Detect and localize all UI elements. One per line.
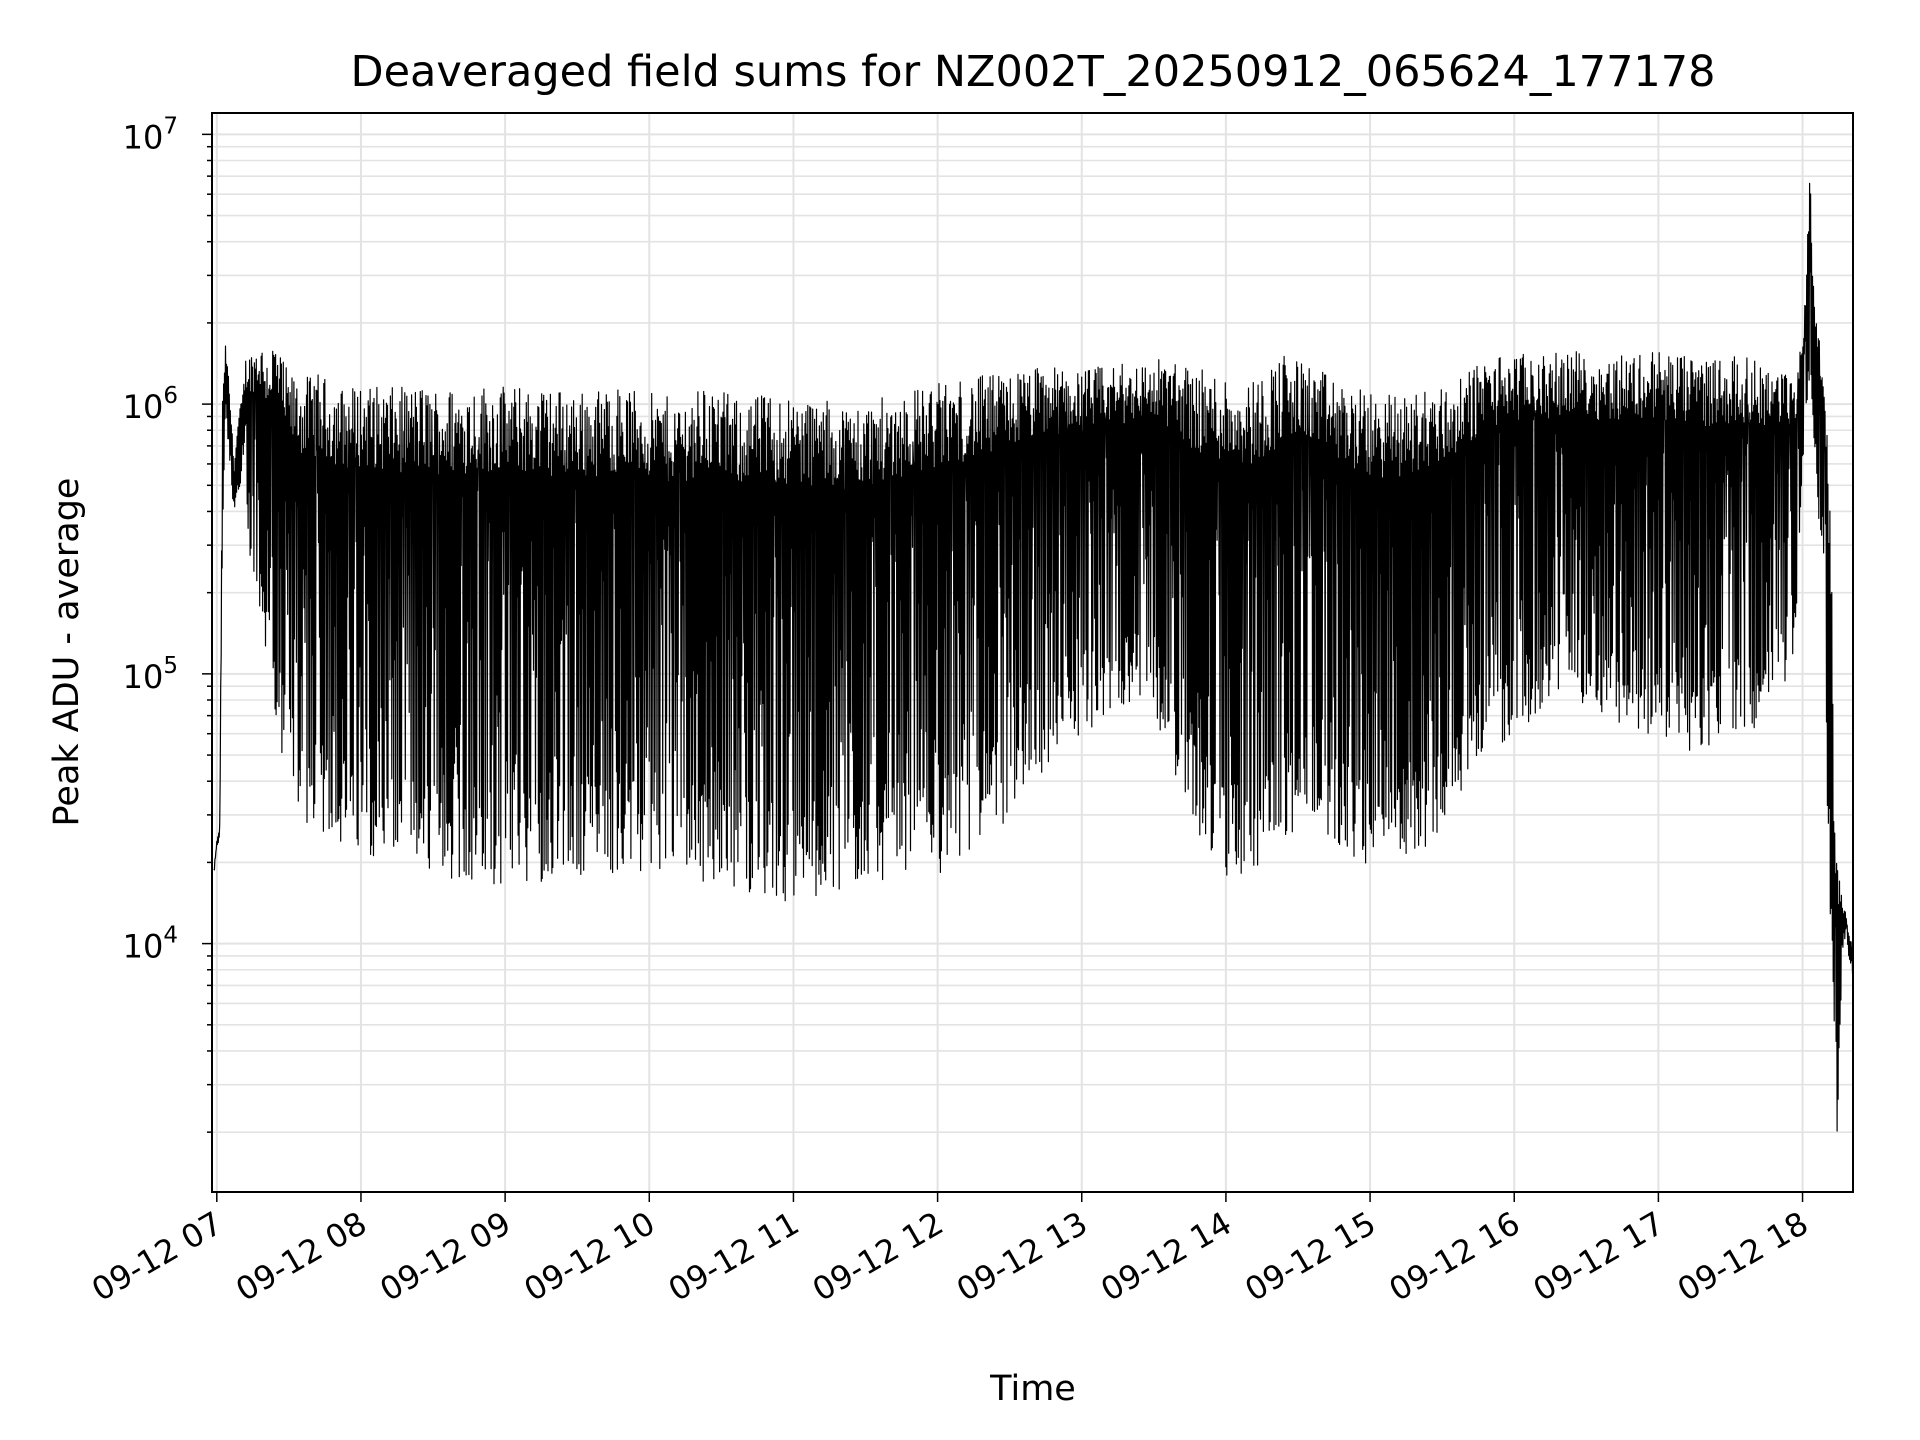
y-tick-label: 105: [123, 653, 178, 696]
chart-title: Deaveraged field sums for NZ002T_2025091…: [350, 47, 1715, 97]
y-tick-base: 10: [123, 658, 164, 696]
y-axis-label: Peak ADU - average: [47, 478, 87, 827]
y-tick-exponent: 5: [163, 653, 178, 679]
y-tick-label: 104: [123, 923, 178, 966]
y-tick-exponent: 6: [163, 383, 178, 409]
plot-frame: [211, 112, 1854, 1193]
series-line: [213, 182, 1854, 1132]
y-tick-base: 10: [123, 928, 164, 966]
y-tick-label: 107: [123, 113, 178, 156]
y-tick-base: 10: [123, 388, 164, 426]
y-tick-exponent: 7: [163, 113, 178, 139]
y-tick-label: 106: [123, 383, 178, 426]
y-tick-base: 10: [123, 118, 164, 156]
x-axis-label: Time: [989, 1369, 1076, 1409]
plot-area: [213, 182, 1854, 1132]
y-tick-exponent: 4: [163, 923, 178, 949]
